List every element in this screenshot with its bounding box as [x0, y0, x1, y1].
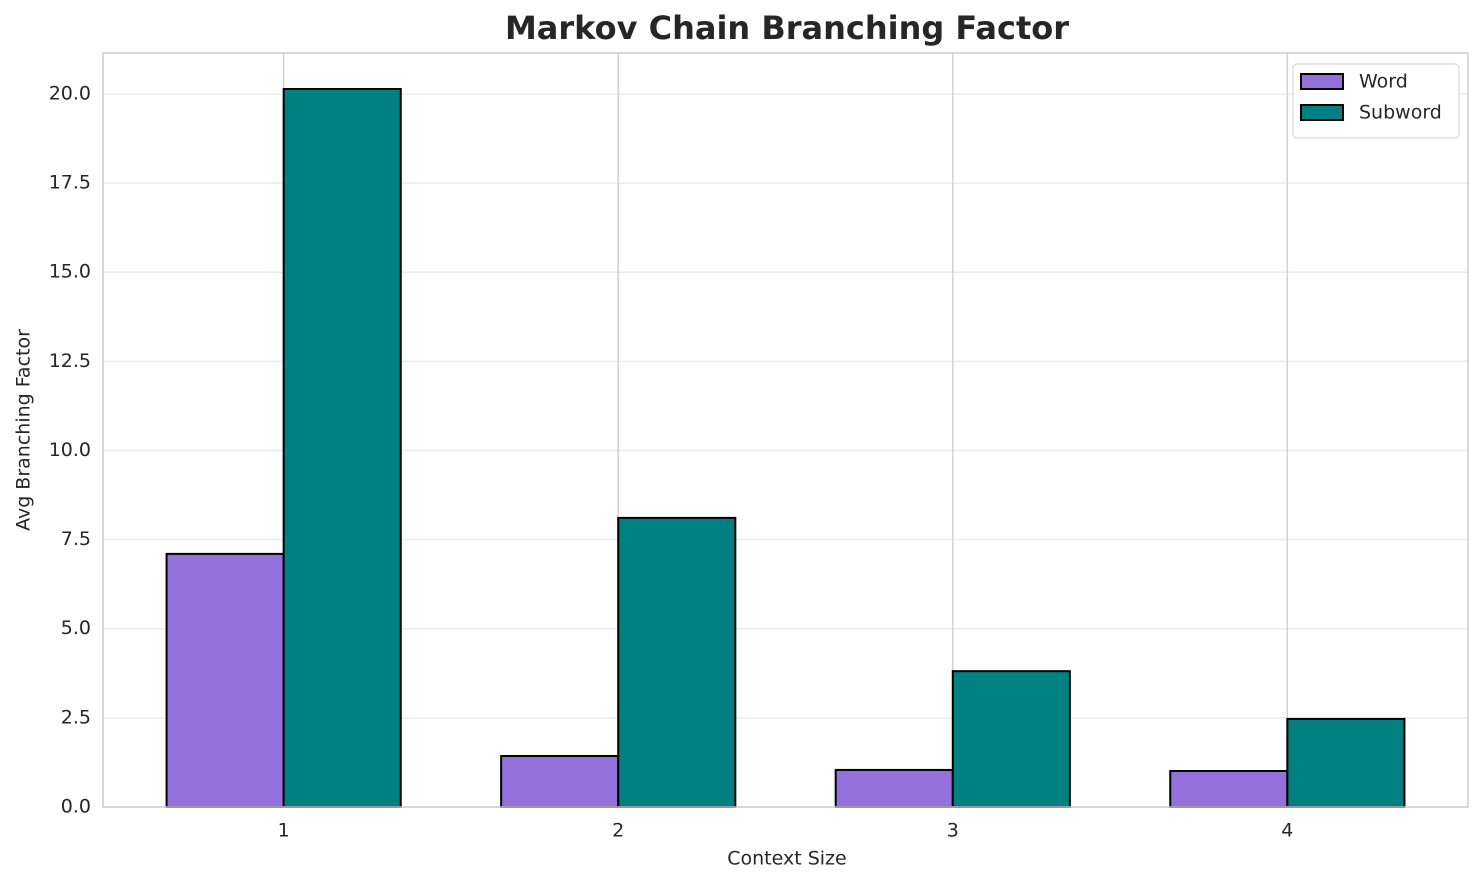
x-tick-label: 3: [947, 820, 959, 842]
y-tick-label: 15.0: [49, 261, 91, 283]
legend-label: Subword: [1359, 102, 1442, 124]
legend-swatch: [1300, 73, 1344, 90]
y-tick-label: 10.0: [49, 439, 91, 461]
y-tick-label: 7.5: [61, 528, 91, 550]
y-tick-label: 17.5: [49, 172, 91, 194]
bar: [834, 768, 954, 809]
bar: [165, 552, 285, 808]
y-tick-label: 20.0: [49, 82, 91, 104]
x-axis-label: Context Size: [727, 848, 846, 870]
bar: [282, 88, 402, 809]
y-tick-label: 0.0: [61, 796, 91, 818]
y-axis-label: Avg Branching Factor: [13, 329, 35, 531]
y-tick-label: 2.5: [61, 706, 91, 728]
bar: [617, 516, 737, 809]
x-tick-label: 4: [1281, 820, 1293, 842]
chart-title: Markov Chain Branching Factor: [505, 9, 1069, 47]
bar: [500, 755, 620, 808]
axes-frame: [102, 52, 1469, 808]
legend-label: Word: [1359, 71, 1408, 93]
y-tick-label: 5.0: [61, 617, 91, 639]
bar: [1169, 769, 1289, 809]
legend-swatch: [1300, 104, 1344, 121]
x-tick-label: 1: [278, 820, 290, 842]
bar: [1286, 717, 1406, 809]
x-tick-label: 2: [612, 820, 624, 842]
bar: [951, 670, 1071, 808]
y-tick-label: 12.5: [49, 350, 91, 372]
